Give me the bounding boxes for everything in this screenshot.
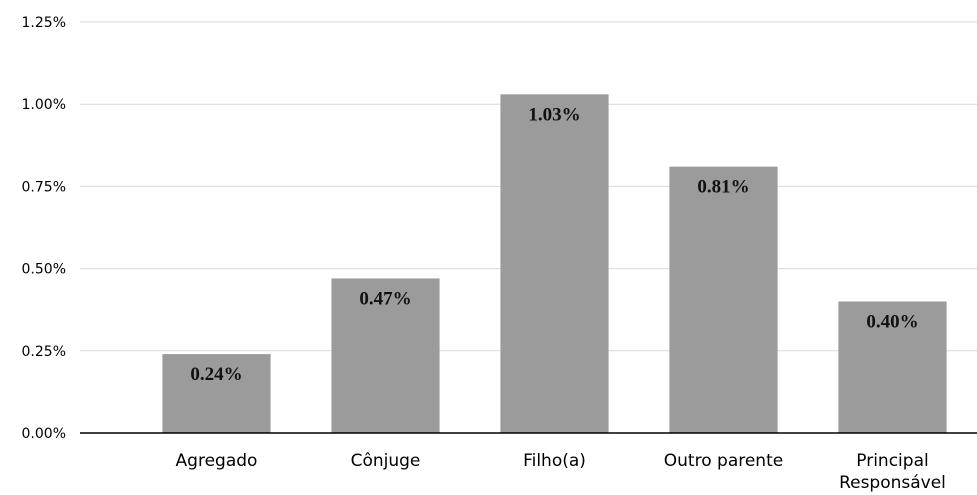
y-tick-label: 1.00% — [22, 97, 66, 113]
bar-outro-parente — [669, 166, 778, 433]
bar-c-njuge — [331, 278, 440, 433]
x-tick-label: Cônjuge — [351, 451, 421, 471]
y-tick-label: 0.50% — [22, 262, 66, 278]
bar-principal-respons-vel — [838, 301, 947, 433]
data-label: 0.81% — [697, 177, 749, 198]
data-label: 0.24% — [190, 364, 242, 385]
y-axis-tick-labels: 0.00% 0.25% 0.50% 0.75% 1.00% 1.25% — [22, 15, 66, 442]
bar-filho-a- — [500, 94, 609, 433]
x-axis-tick-labels: Agregado Cônjuge Filho(a) Outro parente Prin… — [176, 451, 946, 493]
x-tick-label-line: Filho(a) — [523, 451, 586, 471]
x-tick-label-line: Cônjuge — [351, 451, 421, 471]
x-tick-label-line: Agregado — [176, 451, 258, 471]
y-tick-label: 1.25% — [22, 15, 66, 31]
x-tick-label: Agregado — [176, 451, 258, 471]
x-tick-label-line: Outro parente — [664, 451, 783, 471]
y-tick-label: 0.00% — [22, 426, 66, 442]
y-tick-label: 0.25% — [22, 344, 66, 360]
x-tick-label: Principal Responsável — [839, 451, 946, 493]
x-tick-label-line: Principal — [856, 451, 928, 471]
x-tick-label: Outro parente — [664, 451, 783, 471]
x-tick-label-line: Responsável — [839, 473, 946, 493]
data-label: 0.47% — [359, 288, 411, 309]
y-tick-label: 0.75% — [22, 179, 66, 195]
data-label: 0.40% — [866, 311, 918, 332]
bar-agregado — [162, 354, 271, 433]
data-labels: 0.24% 0.47% 1.03% 0.81% 0.40% — [190, 104, 918, 385]
bars — [162, 94, 947, 433]
x-tick-label: Filho(a) — [523, 451, 586, 471]
data-label: 1.03% — [528, 104, 580, 125]
